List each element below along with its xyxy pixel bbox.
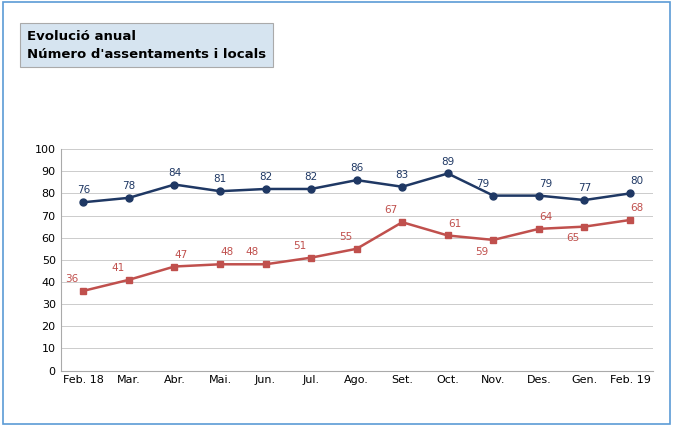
Text: 47: 47 [175, 250, 188, 259]
Text: 48: 48 [220, 248, 234, 257]
Legend: Número d'Assentaments, Número de Locals: Número d'Assentaments, Número de Locals [182, 425, 531, 426]
Text: 81: 81 [213, 174, 227, 184]
Text: 89: 89 [441, 156, 454, 167]
Text: Evolució anual
Número d'assentaments i locals: Evolució anual Número d'assentaments i l… [27, 30, 266, 61]
Text: 48: 48 [245, 248, 258, 257]
Text: 59: 59 [476, 247, 489, 256]
Text: 68: 68 [631, 203, 643, 213]
Text: 41: 41 [111, 263, 125, 273]
Text: 55: 55 [339, 232, 352, 242]
Text: 76: 76 [77, 185, 90, 195]
Text: 82: 82 [304, 172, 318, 182]
Text: 36: 36 [65, 274, 79, 284]
Text: 64: 64 [539, 212, 553, 222]
Text: 79: 79 [476, 178, 489, 189]
Text: 78: 78 [122, 181, 135, 191]
Text: 80: 80 [631, 176, 643, 187]
Text: 51: 51 [293, 241, 307, 250]
Text: 67: 67 [384, 205, 398, 215]
Text: 61: 61 [448, 219, 462, 228]
Text: 86: 86 [350, 163, 363, 173]
Text: 82: 82 [259, 172, 272, 182]
Text: 79: 79 [539, 178, 553, 189]
Text: 84: 84 [168, 167, 181, 178]
Text: 65: 65 [567, 233, 580, 243]
Text: 83: 83 [396, 170, 409, 180]
Text: 77: 77 [578, 183, 591, 193]
